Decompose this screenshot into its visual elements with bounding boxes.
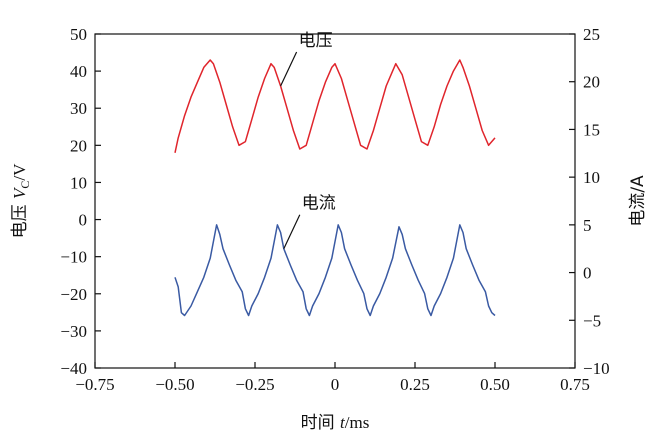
x-tick-label: 0.25 bbox=[400, 375, 430, 394]
annotation-current: 电流 bbox=[302, 194, 336, 214]
y-ticks-left: −40 −30 −20 −10 0 10 20 30 40 50 bbox=[60, 25, 101, 378]
y-tick-label-right: −10 bbox=[583, 359, 610, 378]
y-tick-label-right: 20 bbox=[583, 73, 600, 92]
x-tick-label: 0.50 bbox=[480, 375, 510, 394]
y-tick-label-left: 20 bbox=[70, 136, 87, 155]
x-axis-label-var: t bbox=[340, 413, 346, 432]
y-tick-label-right: 0 bbox=[583, 264, 592, 283]
y-tick-label-left: 0 bbox=[79, 211, 88, 230]
x-tick-label: 0.75 bbox=[560, 375, 590, 394]
y-tick-label-right: −5 bbox=[583, 311, 601, 330]
y-axis-label-left: 电压 VC/V bbox=[10, 163, 32, 239]
y-tick-label-right: 15 bbox=[583, 120, 600, 139]
y-axis-label-left-unit: /V bbox=[10, 163, 29, 181]
x-axis-label-prefix: 时间 bbox=[301, 413, 340, 433]
x-tick-label: −0.25 bbox=[235, 375, 274, 394]
y-axis-label-left-prefix: 电压 bbox=[10, 199, 30, 238]
x-tick-label: −0.75 bbox=[75, 375, 114, 394]
series-layer bbox=[174, 59, 496, 317]
y-ticks-right: −10 −5 0 5 10 15 20 25 bbox=[569, 25, 610, 378]
annotation-leader-line bbox=[280, 51, 298, 87]
x-axis-label: 时间 t/ms bbox=[301, 413, 370, 433]
x-tick-label: 0 bbox=[331, 375, 340, 394]
current-series-line bbox=[174, 224, 496, 317]
y-tick-label-left: −30 bbox=[60, 322, 87, 341]
y-tick-label-left: 10 bbox=[70, 173, 87, 192]
x-axis-label-unit: /ms bbox=[345, 413, 370, 432]
y-axis-label-left-var: V bbox=[10, 186, 29, 199]
y-axis-label-right: 电流/A bbox=[628, 175, 648, 227]
x-tick-label: −0.50 bbox=[155, 375, 194, 394]
y-tick-label-left: 50 bbox=[70, 25, 87, 44]
y-tick-label-right: 10 bbox=[583, 168, 600, 187]
voltage-series-line bbox=[174, 59, 496, 153]
y-tick-label-right: 5 bbox=[583, 216, 592, 235]
y-tick-label-left: −40 bbox=[60, 359, 87, 378]
y-tick-label-right: 25 bbox=[583, 25, 600, 44]
y-tick-label-left: 30 bbox=[70, 99, 87, 118]
annotation-voltage: 电压 bbox=[299, 31, 333, 51]
y-axis-label-left-sub: C bbox=[18, 181, 32, 189]
y-tick-label-left: −10 bbox=[60, 248, 87, 267]
annotation-leader-line bbox=[283, 214, 301, 249]
y-tick-label-left: −20 bbox=[60, 285, 87, 304]
x-ticks: −0.75 −0.50 −0.25 0 0.25 0.50 0.75 bbox=[75, 362, 590, 394]
y-tick-label-left: 40 bbox=[70, 62, 87, 81]
